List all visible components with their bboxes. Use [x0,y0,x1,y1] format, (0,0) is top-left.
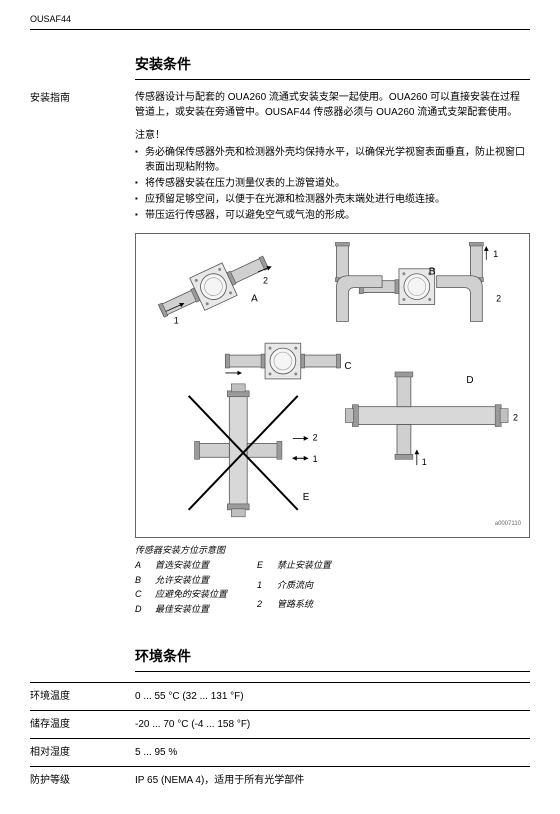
env-label: 相对湿度 [30,745,135,760]
svg-text:1: 1 [313,454,318,464]
product-code: OUSAF44 [30,14,71,24]
svg-text:1: 1 [493,249,498,259]
svg-text:D: D [466,375,473,386]
svg-text:1: 1 [422,457,427,467]
notice-list: 务必确保传感器外壳和检测器外壳均保持水平，以确保光学视窗表面垂直，防止视窗口表面… [135,145,530,223]
page-header: OUSAF44 [30,12,530,30]
svg-text:A: A [251,294,258,305]
install-intro: 传感器设计与配套的 OUA260 流通式安装支架一起使用。OUA260 可以直接… [135,90,530,120]
svg-text:E: E [303,492,310,503]
env-row: 防护等级 IP 65 (NEMA 4)，适用于所有光学部件 [30,766,530,794]
svg-text:2: 2 [313,432,318,442]
env-value: IP 65 (NEMA 4)，适用于所有光学部件 [135,773,530,788]
env-row: 相对湿度 5 ... 95 % [30,738,530,766]
svg-text:B: B [429,267,436,278]
install-section-title: 安装条件 [135,54,530,80]
legend-left: A首选安装位置 B允许安装位置 C应避免的安装位置 D最佳安装位置 [135,559,227,616]
env-label: 防护等级 [30,773,135,788]
figure-caption: 传感器安装方位示意图 [135,544,530,558]
env-value: 5 ... 95 % [135,745,530,760]
svg-text:2: 2 [513,413,518,423]
env-value: 0 ... 55 °C (32 ... 131 °F) [135,689,530,704]
env-label: 环境温度 [30,689,135,704]
env-row: 储存温度 -20 ... 70 °C (-4 ... 158 °F) [30,710,530,738]
svg-text:2: 2 [263,276,268,286]
figure-caption-block: 传感器安装方位示意图 A首选安装位置 B允许安装位置 C应避免的安装位置 D最佳… [135,544,530,617]
svg-text:C: C [344,361,351,372]
notice-title: 注意！ [135,128,530,143]
env-label: 储存温度 [30,717,135,732]
legend-right: E禁止安装位置 1介质流向 2管路系统 [257,559,331,616]
notice-item: 应预留足够空间，以便于在光源和检测器外壳末端处进行电缆连接。 [135,192,530,207]
env-value: -20 ... 70 °C (-4 ... 158 °F) [135,717,530,732]
svg-text:1: 1 [174,315,179,325]
svg-text:2: 2 [496,294,501,304]
diagram-figure: A 1 2 B 1 [135,233,530,538]
env-row: 环境温度 0 ... 55 °C (32 ... 131 °F) [30,682,530,710]
notice-item: 务必确保传感器外壳和检测器外壳均保持水平，以确保光学视窗表面垂直，防止视窗口表面… [135,145,530,175]
env-section-title: 环境条件 [135,646,530,672]
orientation-diagram: A 1 2 B 1 [144,242,521,520]
figure-id: a0007110 [144,520,521,529]
notice-item: 将传感器安装在压力测量仪表的上游管道处。 [135,176,530,191]
notice-item: 带压运行传感器，可以避免空气或气泡的形成。 [135,208,530,223]
install-side-label: 安装指南 [30,90,125,616]
